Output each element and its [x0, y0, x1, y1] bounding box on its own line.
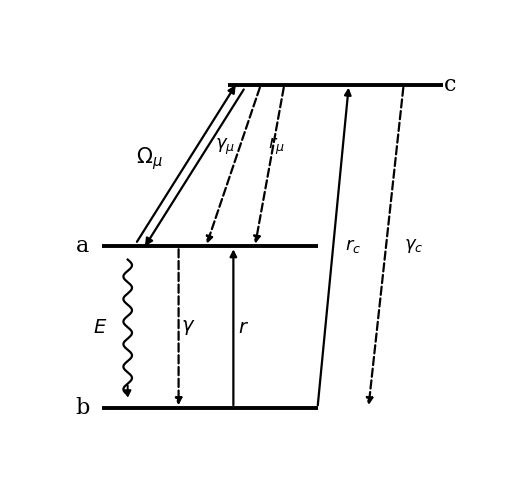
Text: $r_{\mu}$: $r_{\mu}$ [268, 136, 285, 158]
Text: $\gamma_{\mu}$: $\gamma_{\mu}$ [216, 137, 236, 157]
Text: $E$: $E$ [93, 318, 108, 337]
Text: $r$: $r$ [238, 318, 248, 337]
Text: $\Omega_{\mu}$: $\Omega_{\mu}$ [136, 145, 163, 172]
Text: b: b [76, 397, 90, 419]
Text: $r_{c}$: $r_{c}$ [344, 238, 361, 255]
Text: c: c [444, 74, 457, 96]
Text: $\gamma$: $\gamma$ [181, 318, 195, 337]
Text: $\gamma_{c}$: $\gamma_{c}$ [403, 238, 423, 255]
Text: a: a [76, 235, 89, 258]
